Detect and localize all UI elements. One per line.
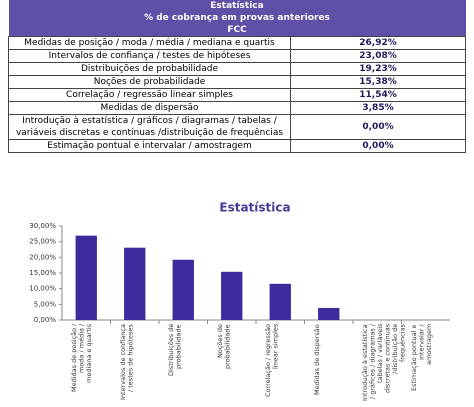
x-tick-label: Intervalos de confiança / testes de hipó… [118,324,135,400]
bar [269,283,291,320]
chart-title: Estatística [219,201,290,215]
x-tick-label: Medidas de dispersão [312,324,321,395]
y-tick-label: 30,00% [29,222,56,230]
row-label: Medidas de dispersão [8,101,291,115]
header-row: Estatística [8,0,466,12]
x-tick-label: Medidas de posição / moda / média / medi… [70,324,94,393]
table-row: Medidas de posição / moda / média / medi… [8,36,466,50]
table-row: Intervalos de confiança / testes de hipó… [8,49,466,63]
row-value: 11,54% [290,88,466,102]
y-tick-label: 25,00% [29,238,56,246]
table-row: Estimação pontual e intervalar / amostra… [8,139,466,153]
row-label: Estimação pontual e intervalar / amostra… [8,139,291,153]
table-row: Correlação / regressão linear simples 11,… [8,88,466,102]
data-table: Estatística% de cobrança em provas anter… [8,0,466,153]
bar [221,271,243,320]
y-tick-label: 10,00% [29,285,56,293]
header-cell: % de cobrança em provas anteriores [8,12,466,24]
x-tick-label: Distribuições de probabilidade [167,324,183,377]
header-cell: FCC [8,24,466,37]
row-value: 19,23% [290,62,466,76]
row-label: Correlação / regressão linear simples [8,88,291,102]
row-value: 3,85% [290,101,466,115]
row-label: Medidas de posição / moda / média / medi… [8,36,291,50]
bar [172,259,194,320]
row-label: Distribuições de probabilidade [8,62,291,76]
row-value: 0,00% [290,139,466,153]
y-tick-label: 0,00% [34,316,57,324]
row-value: 15,38% [290,75,466,89]
chart: Estatística 0,00% 5,00% 10,00% 15,00% 20,00%… [29,201,450,324]
table-row: Medidas de dispersão 3,85% [8,101,466,115]
bar [318,307,340,320]
bar [75,235,97,320]
y-tick-label: 20,00% [29,253,56,261]
row-value: 0,00% [290,114,466,140]
row-label: Noções de probabilidade [8,75,291,89]
table-row: Distribuições de probabilidade 19,23% [8,62,466,76]
y-tick-label: 5,00% [34,300,57,308]
x-tick-label: Introdução à estatística / gráficos / di… [361,324,407,401]
row-value: 26,92% [290,36,466,50]
x-tick-label: Noções de probabilidade [215,324,232,369]
row-label: Intervalos de confiança / testes de hipó… [8,49,291,63]
header-row: FCC [8,24,466,37]
x-tick-label: Correlação / regressão linear simples [264,324,280,398]
header-row: % de cobrança em provas anteriores [8,12,466,24]
table-row: Noções de probabilidade 15,38% [8,75,466,89]
table-row: Introdução à estatística / gráficos / di… [8,114,466,140]
bar [124,247,146,320]
x-tick-label: Estimação pontual e intervalar / amostra… [409,324,433,391]
row-label: Introdução à estatística / gráficos / di… [8,114,291,140]
y-tick-label: 15,00% [29,269,56,277]
header-cell: Estatística [8,0,466,12]
row-value: 23,08% [290,49,466,63]
